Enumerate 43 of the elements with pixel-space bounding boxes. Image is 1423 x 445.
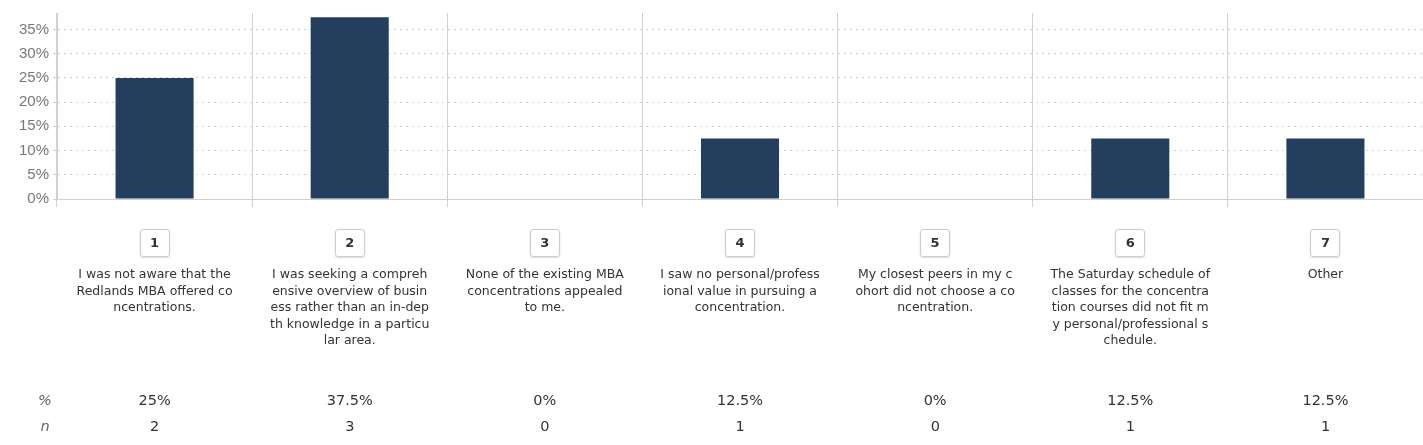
y-tick-label: 30% [18, 43, 49, 61]
bar [310, 17, 389, 199]
y-tick-label: 0% [27, 189, 49, 207]
bar [115, 77, 194, 199]
text: 0 [930, 418, 940, 435]
x-tick-label: I saw no personal/professional value in pursuing a concentration. [659, 266, 821, 316]
text: 2 [150, 418, 160, 435]
data-label: 12.5% [1302, 392, 1349, 409]
text: 2 [334, 229, 365, 257]
text: 5 [920, 229, 951, 257]
y-tick-label: 15% [18, 116, 49, 134]
text: 6 [1115, 229, 1146, 257]
x-tick-label: I was seeking a comprehensive overview of business rather than an in-depth knowledge in a particular area. [269, 266, 431, 349]
y-tick-label: 35% [18, 19, 49, 37]
x-tick-label: My closest peers in my cohort did not choose a concentration. [854, 266, 1016, 316]
y-tick-label: 25% [18, 68, 49, 86]
x-tick-label: Other [1306, 266, 1345, 283]
x-tick-label: None of the existing MBA concentrations appealed to me. [464, 266, 625, 316]
text: 0 [540, 418, 550, 435]
bar [1286, 138, 1365, 199]
data-label: 12.5% [717, 392, 764, 409]
text: 1 [1125, 418, 1136, 435]
text: 1 [735, 418, 745, 435]
data-label: 12.5% [1107, 392, 1154, 409]
y-tick-label: 20% [18, 92, 49, 110]
data-label: 37.5% [326, 392, 373, 409]
text: 1 [1320, 418, 1331, 435]
text: 7 [1310, 229, 1341, 257]
x-tick-label: The Saturday schedule of classes for the concentration courses did not fit my personal/professional schedule. [1049, 266, 1212, 349]
text: 3 [345, 418, 355, 435]
bar [1091, 138, 1170, 199]
text: 3 [529, 229, 560, 257]
text: 1 [139, 229, 170, 257]
x-tick-label: I was not aware that the Redlands MBA offered concentrations. [75, 266, 234, 316]
text: 4 [725, 229, 755, 257]
y-tick-label: 10% [18, 140, 49, 158]
data-label: 0% [533, 392, 557, 409]
bar [700, 138, 780, 199]
data-label: 25% [138, 392, 171, 409]
data-label: 0% [923, 392, 947, 409]
text: % [38, 392, 52, 409]
y-tick-label: 5% [27, 164, 49, 182]
text: n [40, 418, 50, 435]
